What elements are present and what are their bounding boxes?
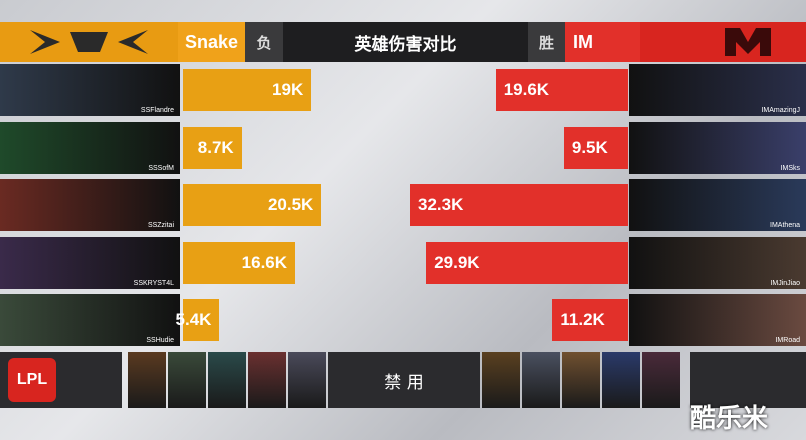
ban-label: 禁 用 (328, 352, 480, 408)
player-name: IMJinJiao (770, 279, 800, 287)
watermark: 酷乐米 (690, 404, 769, 434)
bar: 16.6K (183, 241, 296, 284)
value-label: 19K (272, 80, 304, 99)
player-name: IMRoad (775, 337, 800, 345)
ban-portrait (482, 352, 520, 408)
bar: 8.7K (183, 126, 242, 169)
player-portrait: IMSks (629, 121, 806, 174)
bar: 20.5K (183, 184, 322, 227)
ban-portrait (602, 352, 640, 408)
player-portrait: SSKRYST4L (0, 236, 180, 289)
team-left-name: Snake (178, 22, 245, 62)
ban-portrait (208, 352, 246, 408)
bar: 19.6K (495, 69, 628, 111)
logo-icon (725, 28, 771, 56)
value-label: 29.9K (434, 252, 480, 272)
team-right-name: IM (565, 22, 640, 62)
ban-portrait (522, 352, 560, 408)
event-logo (690, 352, 806, 408)
ban-portrait (288, 352, 326, 408)
im-logo (640, 22, 806, 62)
chart-title: 英雄伤害对比 (283, 22, 528, 62)
player-name: SSHudie (146, 337, 174, 345)
player-portrait: SSZzitai (0, 179, 180, 232)
logo-shape (30, 30, 148, 54)
bar: 19K (183, 69, 312, 111)
player-portrait: IMRoad (629, 294, 806, 347)
player-name: SSSofM (148, 164, 174, 172)
player-portrait: SSHudie (0, 294, 180, 347)
value-label: 9.5K (571, 137, 608, 157)
player-portrait: IMAmazingJ (629, 64, 806, 116)
value-label: 20.5K (267, 195, 314, 215)
player-name: SSZzitai (147, 222, 174, 230)
player-name: SSFlandre (140, 107, 174, 114)
bar: 9.5K (563, 126, 628, 169)
player-name: IMAmazingJ (761, 107, 800, 114)
ban-portrait (128, 352, 166, 408)
logo-shape (725, 28, 771, 56)
player-name: SSKRYST4L (133, 279, 174, 287)
league-logo: LPL (8, 358, 56, 402)
ban-portrait (248, 352, 286, 408)
result-left: 负 (245, 22, 283, 62)
value-label: 16.6K (241, 252, 288, 272)
result-right: 胜 (528, 22, 565, 62)
snake-logo (0, 22, 178, 62)
player-portrait: SSFlandre (0, 64, 180, 116)
value-label: 8.7K (197, 137, 234, 157)
bar: 11.2K (552, 299, 628, 342)
logo-icon (30, 30, 148, 54)
player-portrait: IMAthena (629, 179, 806, 232)
player-portrait: SSSofM (0, 121, 180, 174)
bar: 32.3K (410, 184, 628, 227)
player-portrait: IMJinJiao (629, 236, 806, 289)
player-name: IMSks (780, 164, 800, 172)
ban-portrait (168, 352, 206, 408)
bar: 29.9K (426, 241, 628, 284)
value-label: 19.6K (503, 80, 550, 99)
value-label: 11.2K (560, 310, 605, 330)
ban-portrait (642, 352, 680, 408)
bar: 5.4K (176, 299, 220, 342)
value-label: 32.3K (418, 195, 464, 215)
value-label: 5.4K (175, 310, 212, 330)
player-name: IMAthena (770, 222, 800, 230)
ban-portrait (562, 352, 600, 408)
lpl-area: LPL (0, 352, 122, 408)
